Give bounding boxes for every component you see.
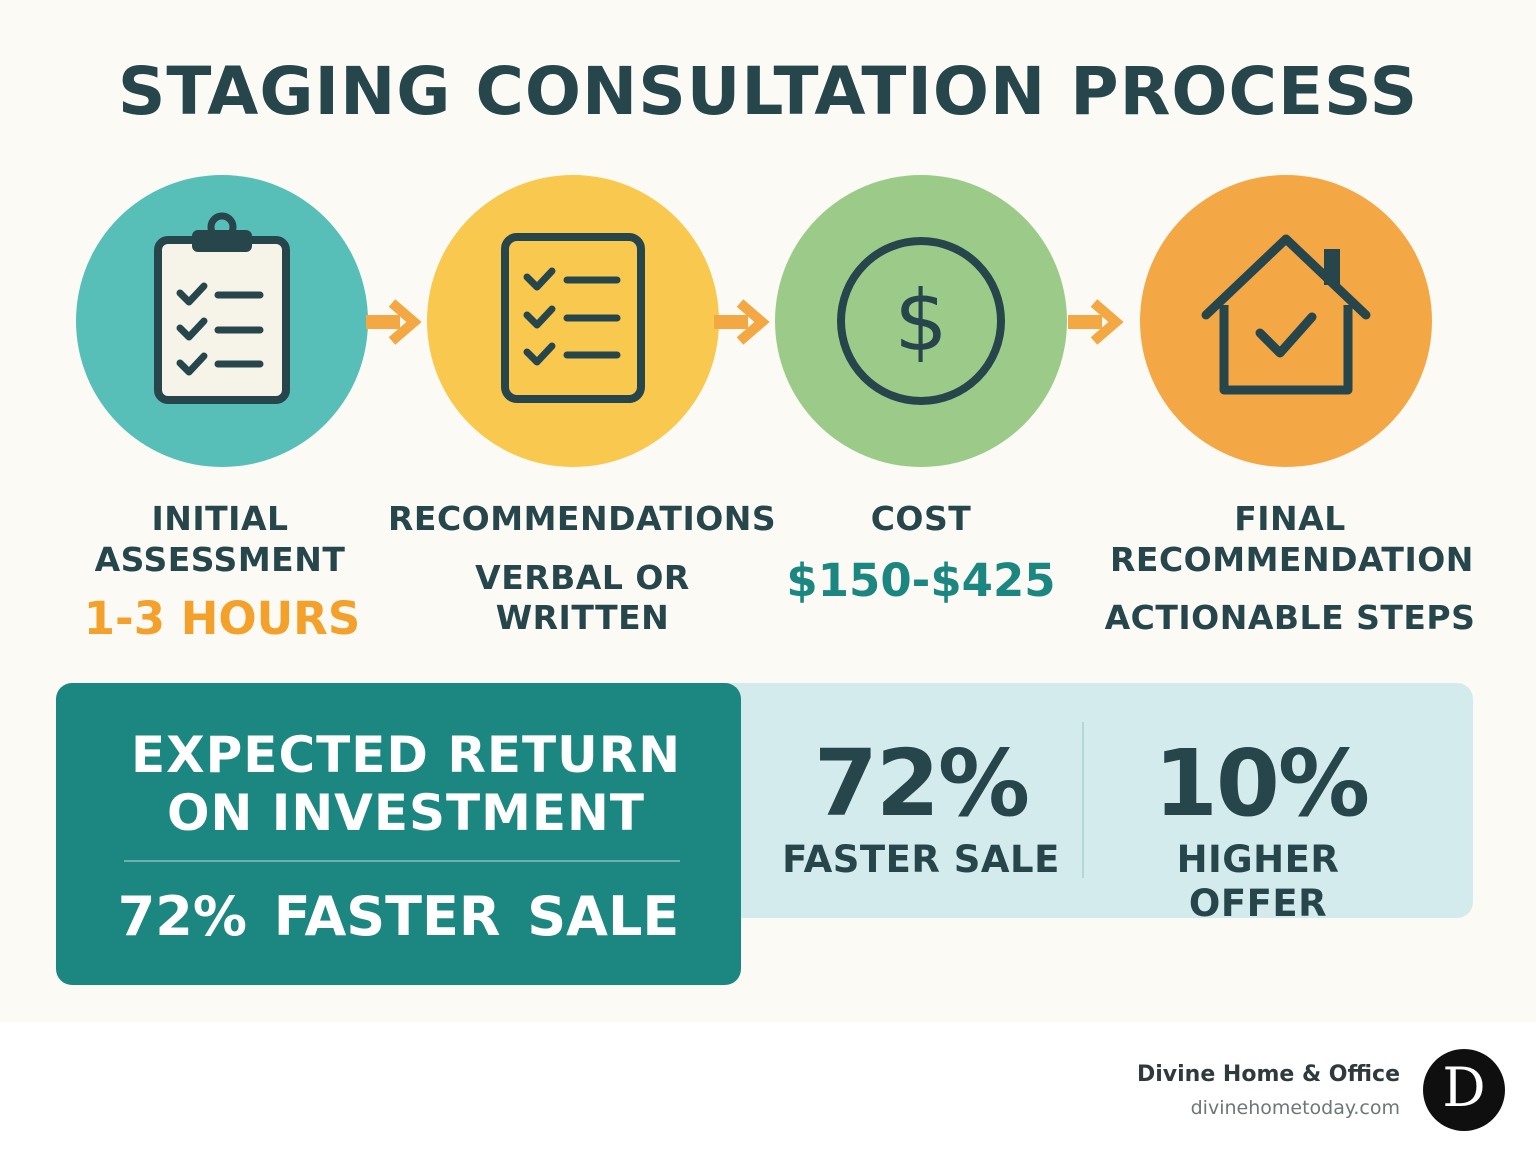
step-recommendations-circle: [427, 175, 719, 467]
step-cost-label: COST: [870, 499, 972, 538]
brand-logo: D: [1423, 1049, 1505, 1131]
arrow-right-icon: [1068, 299, 1124, 345]
step-final-recommendation-circle: [1140, 175, 1432, 467]
house-check-icon: [1201, 234, 1371, 395]
step-initial-assessment-circle: [76, 175, 368, 467]
arrow-right-icon: [366, 299, 422, 345]
checklist-document-icon: [501, 233, 645, 403]
stat-divider: [1082, 722, 1084, 878]
roi-summary-panel: [56, 683, 741, 985]
step-cost-circle: $: [775, 175, 1067, 467]
step-cost-value: $150-$425: [786, 554, 1056, 607]
brand-name: Divine Home & Office: [1136, 1062, 1400, 1087]
svg-text:$: $: [894, 272, 947, 370]
step-final-recommendation-sub: ACTIONABLE STEPS: [1104, 598, 1476, 637]
stat-faster-sale-value: 72%: [813, 730, 1030, 837]
arrow-right-icon: [714, 299, 770, 345]
stat-faster-sale-label: FASTER SALE: [782, 838, 1060, 881]
roi-stats-panel: [640, 683, 1473, 918]
step-initial-assessment-value: 1-3 HOURS: [83, 592, 361, 645]
clipboard-checklist-icon: [154, 212, 290, 404]
step-final-recommendation-label: FINAL RECOMMENDATION: [1110, 499, 1474, 579]
brand-logo-letter: D: [1442, 1056, 1486, 1119]
page-title: STAGING CONSULTATION PROCESS: [117, 53, 1419, 130]
step-initial-assessment-label: INITIAL ASSESSMENT: [94, 499, 346, 579]
roi-title: EXPECTED RETURN ON INVESTMENT: [130, 726, 682, 842]
brand-url: divinehometoday.com: [1190, 1097, 1400, 1119]
stat-higher-offer-value: 10%: [1153, 730, 1370, 837]
dollar-coin-icon: $: [837, 237, 1005, 405]
step-recommendations-sub: VERBAL OR WRITTEN: [475, 558, 690, 637]
step-recommendations-label: RECOMMENDATIONS: [388, 499, 777, 538]
roi-highlight: 72% FASTER SALE: [117, 885, 680, 948]
stat-higher-offer-label: HIGHER OFFER: [1176, 838, 1340, 925]
roi-divider: [124, 860, 680, 862]
